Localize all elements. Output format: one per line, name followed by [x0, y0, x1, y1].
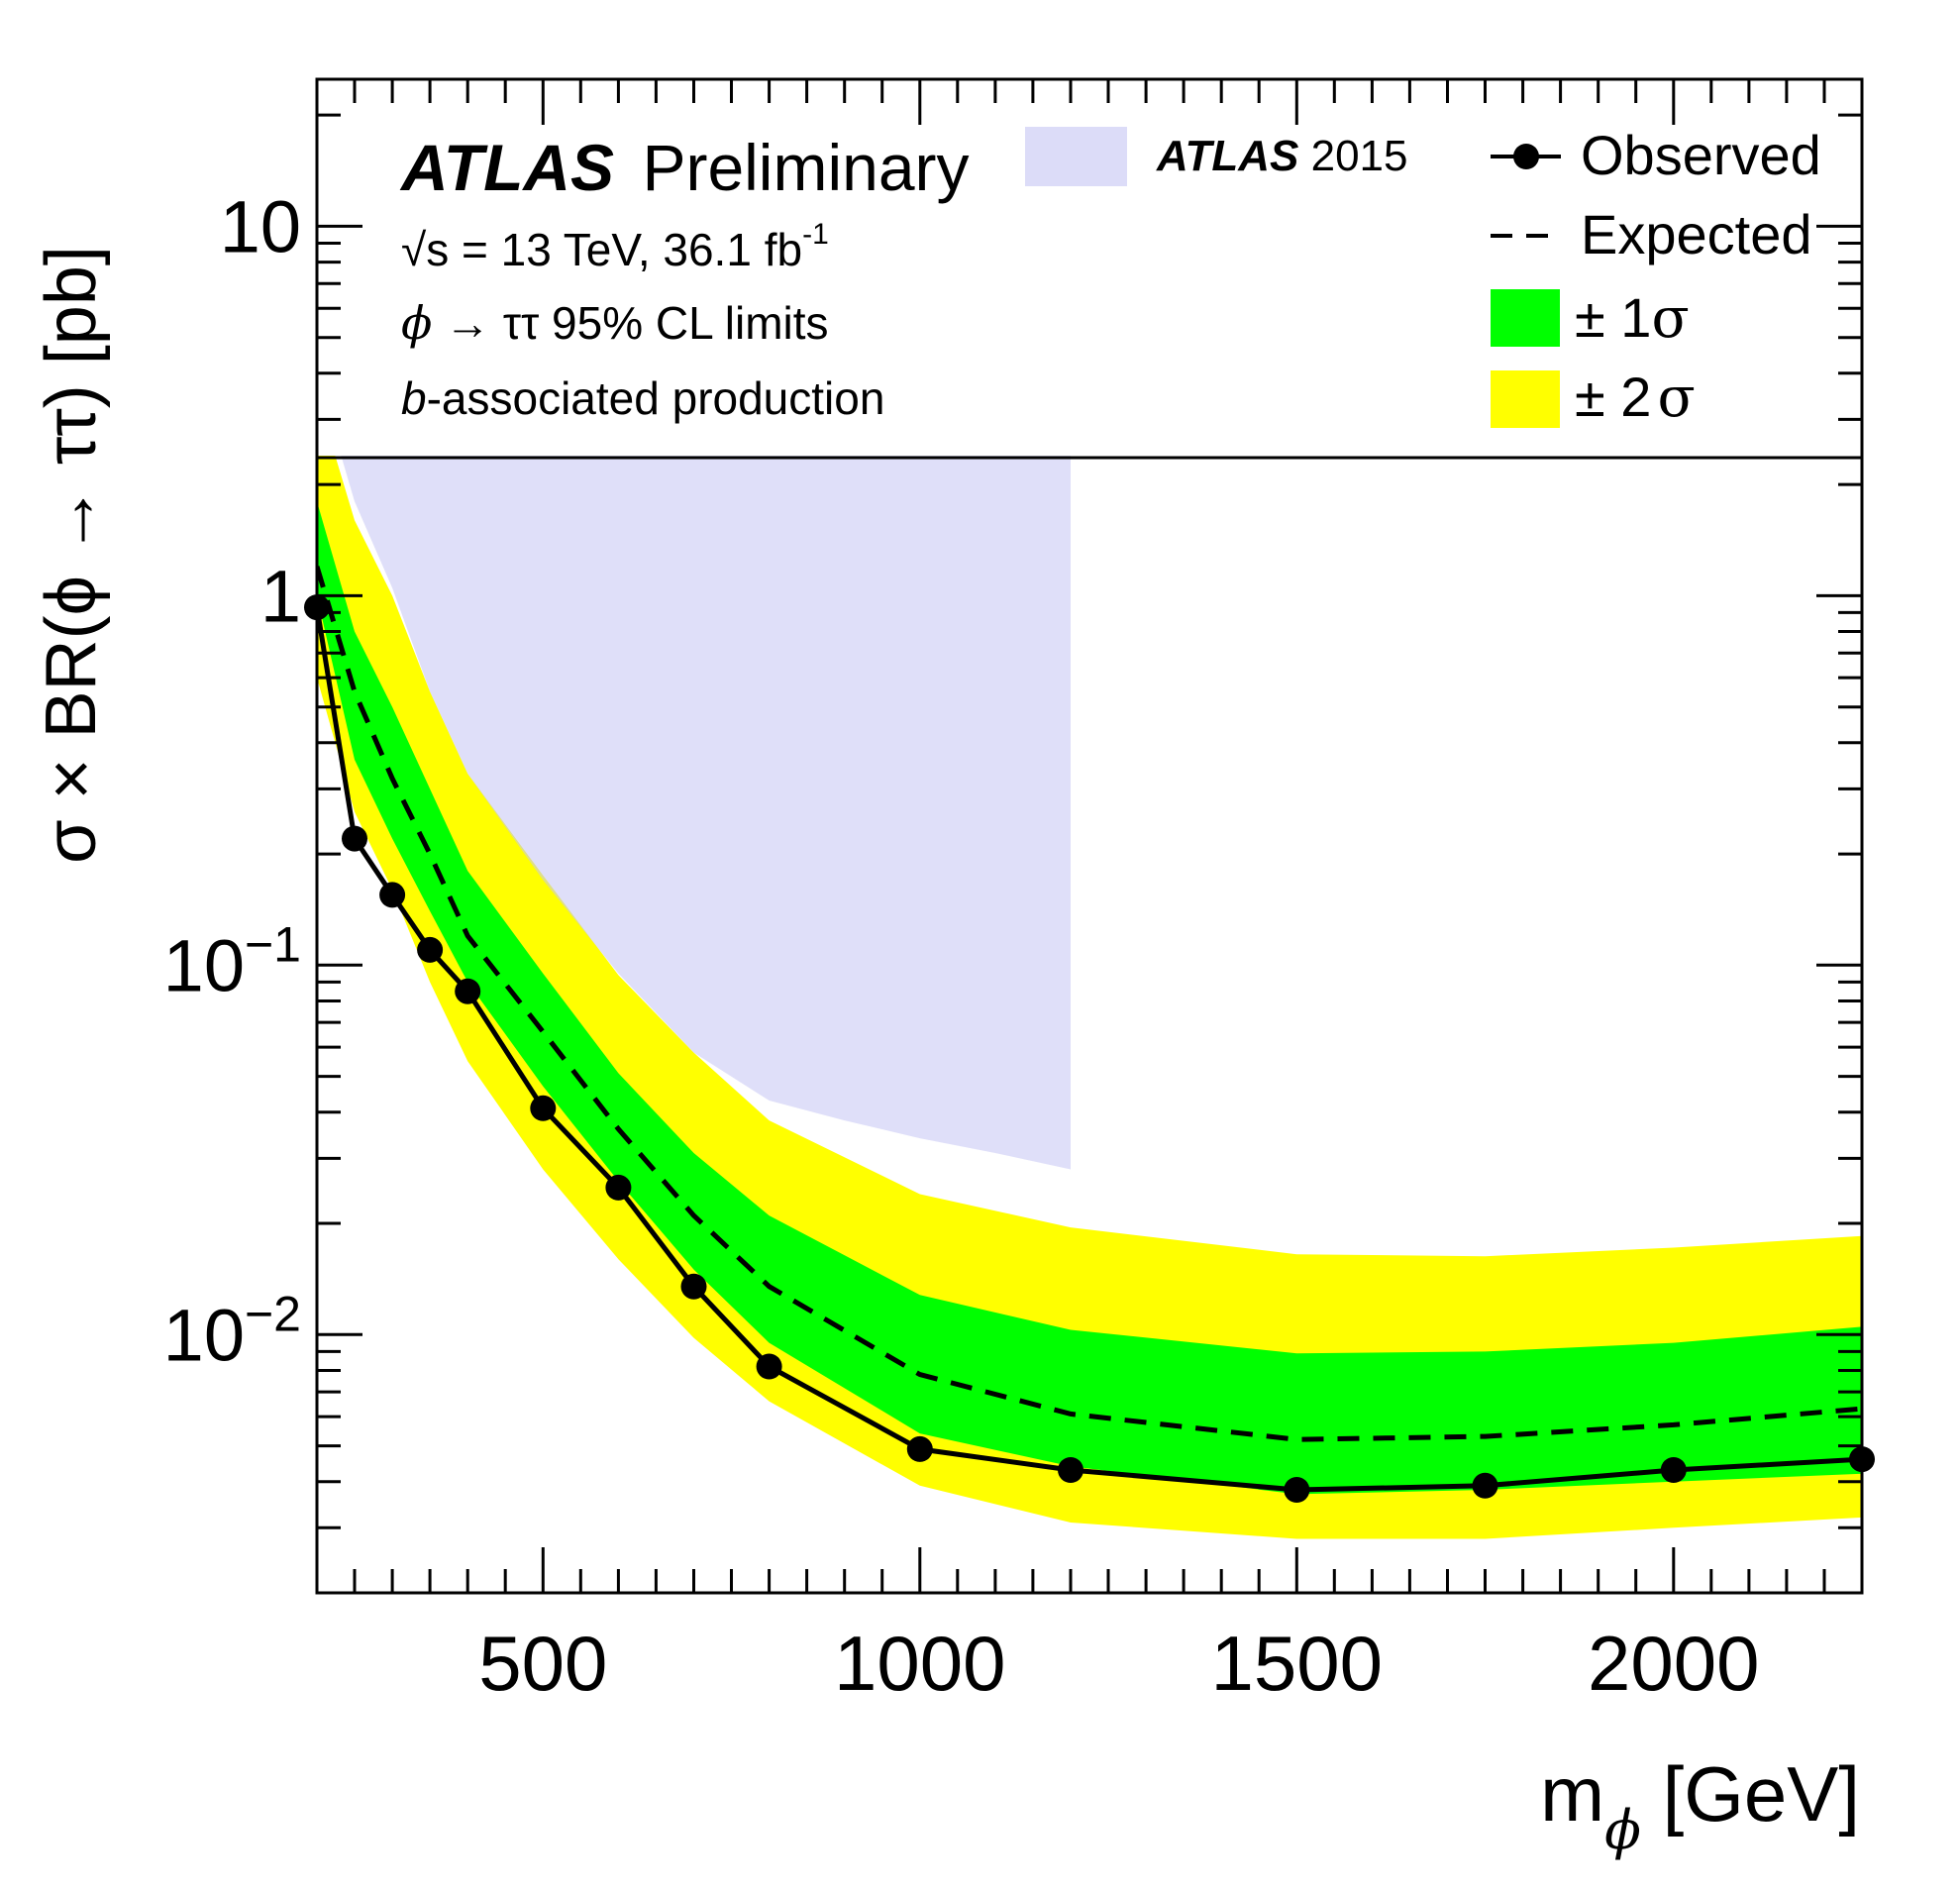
observed-point [1849, 1446, 1875, 1473]
legend-swatch-one-sigma [1491, 289, 1560, 347]
observed-point [417, 936, 444, 963]
observed-point [304, 594, 330, 621]
legend-label-expected: Expected [1581, 203, 1812, 265]
y-tick-label: 10−1 [163, 916, 301, 1006]
legend-label-atlas-2015: ATLAS 2015 [1156, 132, 1408, 180]
observed-point [379, 882, 406, 908]
energy-luminosity-label: √s = 13 TeV, 36.1 fb-1 [401, 218, 829, 275]
atlas-label: ATLAS Preliminary [399, 131, 970, 204]
observed-point [605, 1174, 632, 1201]
y-tick-labels: 10 1 10−1 10−2 [163, 185, 301, 1376]
y-tick-label: 10−2 [163, 1286, 301, 1376]
observed-point [756, 1353, 782, 1380]
observed-point [1058, 1457, 1083, 1483]
observed-point [342, 825, 367, 852]
x-tick-labels: 500 1000 1500 2000 [478, 1620, 1759, 1707]
x-tick-label: 1500 [1211, 1620, 1384, 1707]
legend-observed-marker [1513, 144, 1539, 169]
expected-limit-line [317, 566, 1862, 1442]
y-tick-label: 1 [260, 555, 301, 637]
observed-point [1660, 1457, 1687, 1483]
observed-point [1472, 1472, 1498, 1499]
x-tick-label: 2000 [1588, 1620, 1760, 1707]
observed-point [455, 978, 481, 1004]
axes-layer [317, 79, 1864, 1595]
y-axis-title: σ × BR(ϕ → ττ) [pb] [32, 246, 111, 864]
process-label: ϕ → ττ 95% CL limits [401, 296, 829, 350]
observed-point [530, 1095, 557, 1121]
production-label: b-associated production [401, 372, 884, 424]
plot-frame [315, 77, 1864, 1595]
observed-point [906, 1435, 933, 1462]
legend-swatch-atlas-2015 [1025, 127, 1127, 186]
observed-point [1284, 1477, 1310, 1503]
y-tick-label: 10 [220, 185, 301, 267]
x-tick-label: 1000 [834, 1620, 1006, 1707]
legend-label-observed: Observed [1581, 124, 1821, 186]
x-tick-label: 500 [478, 1620, 607, 1707]
one-sigma-band-layer [317, 501, 1862, 1495]
legend-label-one-sigma: ± 1σ [1575, 286, 1690, 351]
x-axis-title: mϕ [GeV] [1540, 1750, 1860, 1861]
legend-swatch-two-sigma [1491, 370, 1560, 428]
one-sigma-band [317, 501, 1862, 1495]
observed-point [680, 1273, 707, 1300]
